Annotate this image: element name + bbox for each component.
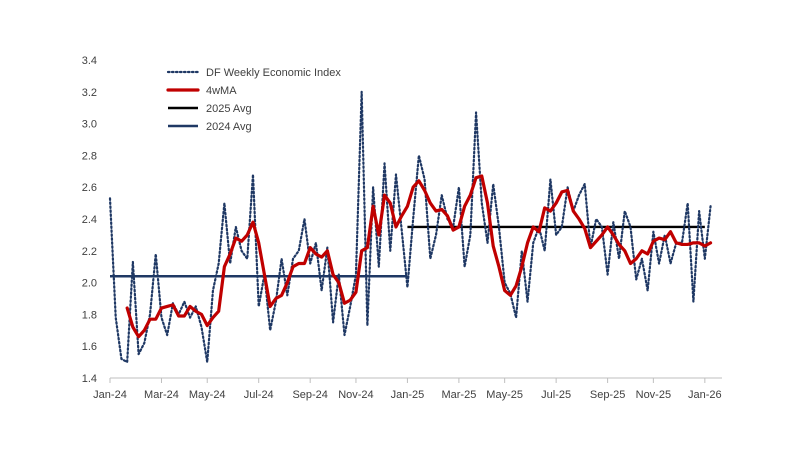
x-tick-label: Nov-24: [338, 389, 373, 401]
y-tick-label: 2.2: [82, 246, 97, 258]
4wma-series-line: [125, 174, 713, 339]
x-tick-label: Mar-24: [144, 389, 179, 401]
x-tick-label: Mar-25: [441, 389, 476, 401]
x-tick-label: Sep-25: [590, 389, 625, 401]
y-tick-label: 1.8: [82, 309, 97, 321]
df-weekly-economic-index-series-line: [108, 90, 712, 364]
x-tick-label: Jan-26: [688, 389, 722, 401]
x-tick-label: May-25: [486, 389, 523, 401]
y-axis: 1.4 1.6 1.8 2.0 2.2 2.4 2.6 2.8 3.0 3.2 3.4: [82, 55, 97, 385]
x-axis: Jan-24 Mar-24 May-24 Jul-24 Sep-24 Nov-24 Jan-…: [93, 377, 722, 401]
y-tick-label: 2.4: [82, 214, 97, 226]
legend-label-2025-avg: 2025 Avg: [206, 103, 252, 115]
x-tick-label: Nov-25: [636, 389, 671, 401]
y-tick-label: 1.6: [82, 341, 97, 353]
x-tick-label: May-24: [189, 389, 226, 401]
y-tick-label: 2.6: [82, 182, 97, 194]
y-tick-label: 2.8: [82, 150, 97, 162]
x-tick-label: Jul-25: [541, 389, 571, 401]
y-tick-label: 3.0: [82, 119, 97, 131]
y-tick-label: 2.0: [82, 278, 97, 290]
x-tick-label: Jan-25: [391, 389, 425, 401]
y-tick-label: 3.4: [82, 55, 97, 67]
y-tick-label: 3.2: [82, 87, 97, 99]
x-tick-label: Sep-24: [292, 389, 327, 401]
x-tick-label: Jan-24: [93, 389, 127, 401]
legend-label-2024-avg: 2024 Avg: [206, 121, 252, 133]
plot-area: [108, 90, 713, 364]
x-tick-label: Jul-24: [244, 389, 274, 401]
legend-label-4wma: 4wMA: [206, 85, 237, 97]
legend-label-df-weekly-economic-index: DF Weekly Economic Index: [206, 67, 341, 79]
legend: DF Weekly Economic Index 4wMA 2025 Avg 2024…: [166, 67, 341, 133]
y-tick-label: 1.4: [82, 373, 97, 385]
